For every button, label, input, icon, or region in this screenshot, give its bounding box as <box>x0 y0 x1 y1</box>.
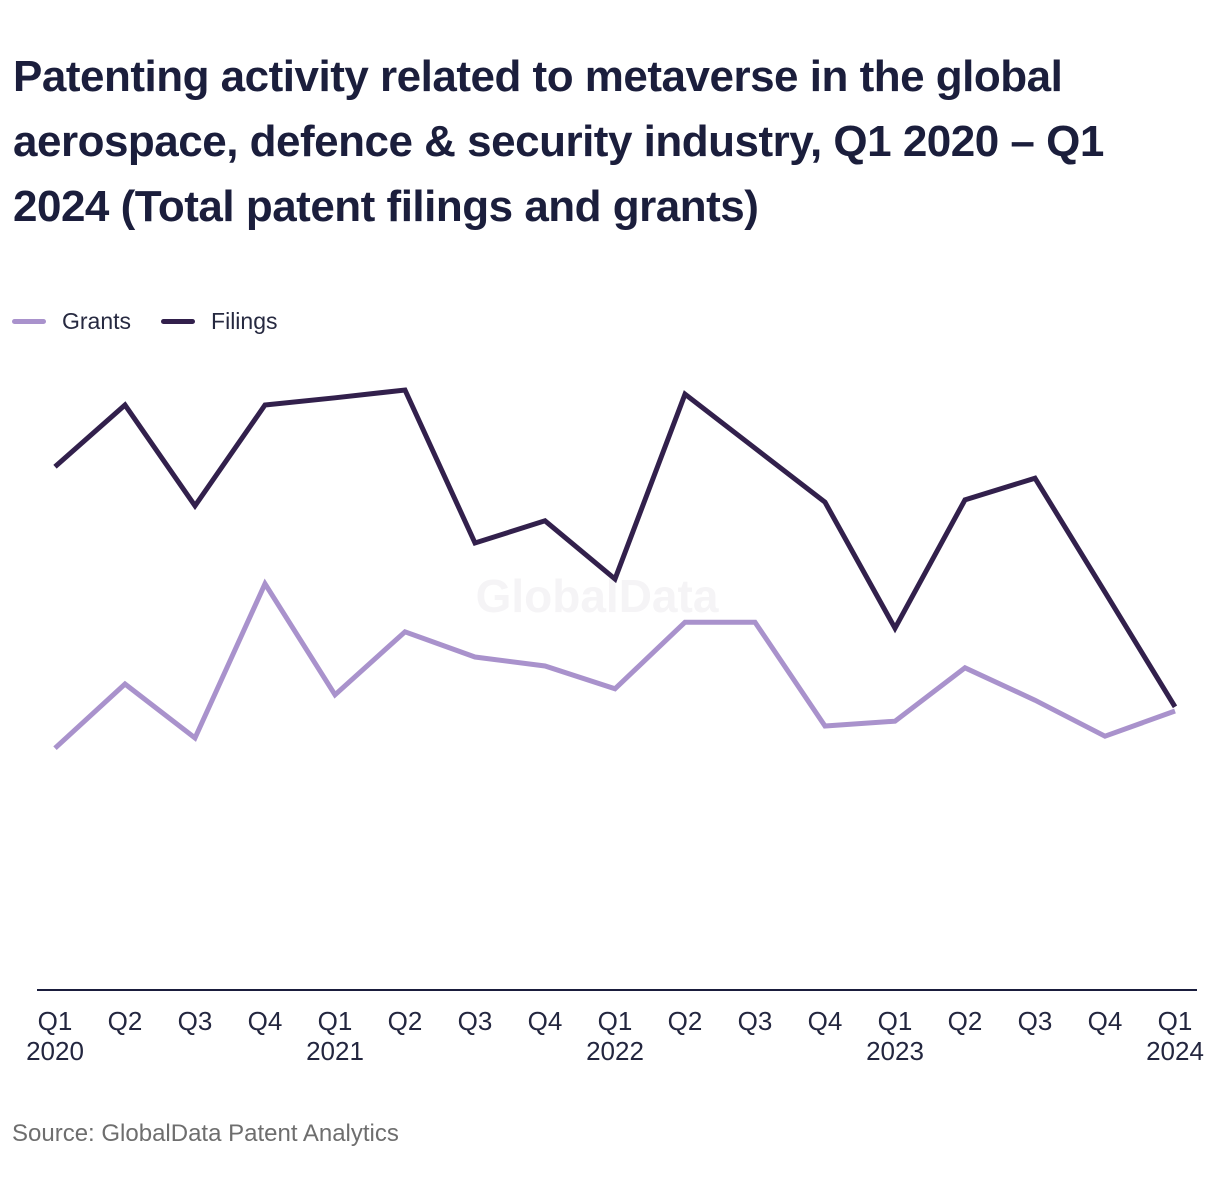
legend: Grants Filings <box>12 308 278 335</box>
x-tick-year-label: 2024 <box>1146 1036 1204 1066</box>
x-tick-label: Q4 <box>1088 1006 1123 1036</box>
x-tick-label: Q1 <box>318 1006 353 1036</box>
grants-line <box>53 578 1176 751</box>
x-tick-label: Q2 <box>668 1006 703 1036</box>
x-tick-year-label: 2020 <box>26 1036 84 1066</box>
legend-item-filings: Filings <box>161 308 278 335</box>
x-tick-year-label: 2023 <box>866 1036 924 1066</box>
x-tick-label: Q1 <box>38 1006 73 1036</box>
x-tick-label: Q3 <box>178 1006 213 1036</box>
filings-line-swatch <box>161 319 196 324</box>
watermark-text: GlobalData <box>476 570 719 622</box>
x-tick-year-label: 2021 <box>306 1036 364 1066</box>
grants-line-swatch <box>12 319 46 324</box>
filings-line <box>53 387 1178 709</box>
x-tick-label: Q4 <box>248 1006 283 1036</box>
chart-title: Patenting activity related to metaverse … <box>13 52 1104 231</box>
x-tick-label: Q1 <box>1158 1006 1193 1036</box>
x-tick-label: Q1 <box>878 1006 913 1036</box>
x-tick-label: Q4 <box>528 1006 563 1036</box>
source-caption: Source: GlobalData Patent Analytics <box>12 1120 399 1147</box>
x-tick-label: Q3 <box>738 1006 773 1036</box>
x-tick-year-label: 2022 <box>586 1036 644 1066</box>
x-tick-label: Q1 <box>598 1006 633 1036</box>
legend-label-filings: Filings <box>211 308 278 334</box>
x-tick-label: Q3 <box>458 1006 493 1036</box>
x-tick-label: Q2 <box>108 1006 143 1036</box>
legend-label-grants: Grants <box>62 308 132 334</box>
legend-item-grants: Grants <box>12 308 131 335</box>
x-tick-label: Q3 <box>1018 1006 1053 1036</box>
x-tick-label: Q2 <box>388 1006 423 1036</box>
x-tick-label: Q2 <box>948 1006 983 1036</box>
x-tick-label: Q4 <box>808 1006 843 1036</box>
